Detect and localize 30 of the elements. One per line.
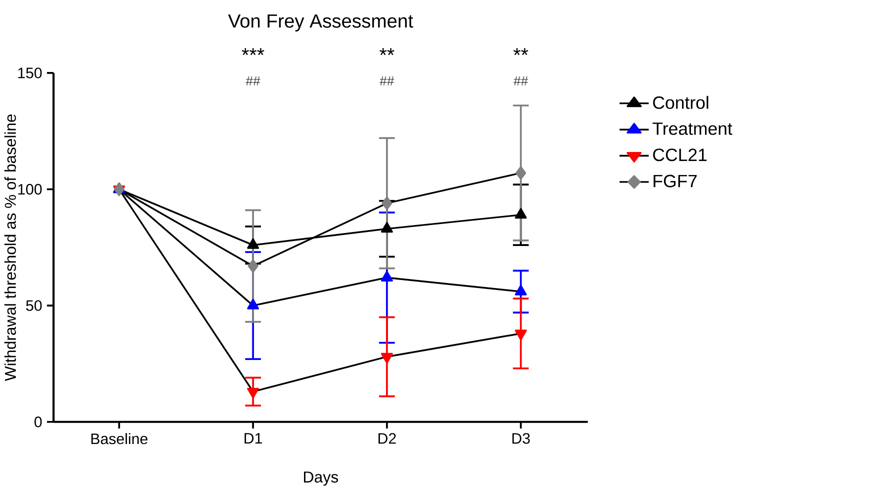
y-tick-label: 150 [18,68,42,78]
y-axis-title: Withdrawal threshold as % of baseline [4,114,16,382]
legend-label: FGF7 [654,174,697,188]
point [248,259,258,273]
point [514,330,527,340]
annotation: ## [514,76,528,86]
annotation: ## [246,76,260,86]
x-tick-label: D3 [512,433,530,444]
point [514,208,527,219]
point [380,353,393,364]
y-tick-label: 50 [26,300,42,311]
point [247,388,260,398]
annotation: ## [380,76,394,86]
legend-label: Treatment [652,122,732,136]
y-tick-label: 100 [18,184,42,195]
legend-label: CCL21 [653,148,707,162]
x-tick-label: D2 [378,433,396,444]
x-tick-label: D1 [244,433,262,444]
point [382,196,392,210]
text: *** [242,48,264,56]
legend-label: Control [653,96,708,110]
y-tick-label: 0 [34,416,42,428]
chart-title: Von Frey Assessment [228,14,414,32]
x-tick-label: Baseline [91,433,148,444]
text: ** [513,48,528,56]
point [114,182,124,196]
point [380,222,393,233]
point [516,166,526,180]
text: ** [380,48,394,56]
x-axis-title: Days [304,472,338,486]
